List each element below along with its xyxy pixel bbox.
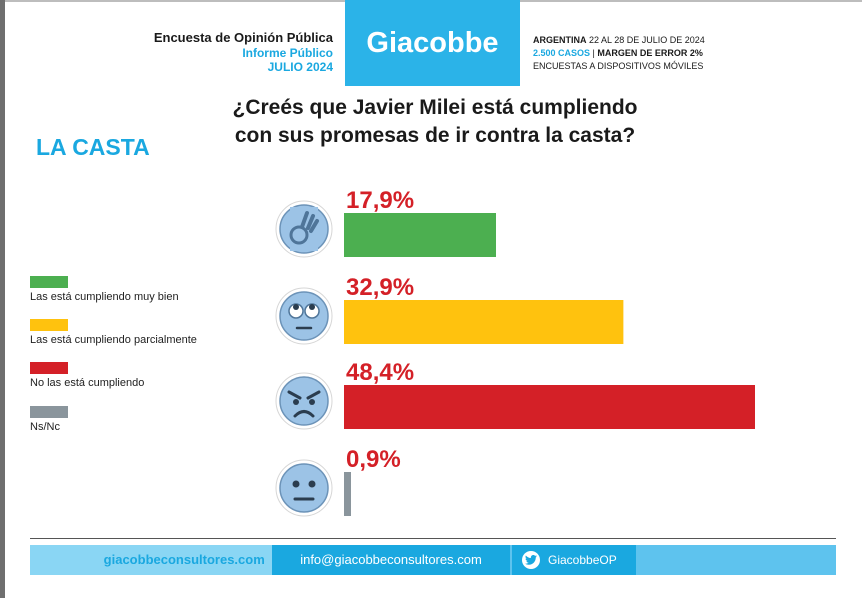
field-info: ARGENTINA 22 AL 28 DE JULIO DE 2024: [533, 34, 833, 47]
neutral-face-icon: [275, 459, 333, 517]
question-line-1: ¿Creés que Javier Milei está cumpliendo: [232, 96, 638, 119]
question-line-2: con sus promesas de ir contra la casta?: [234, 124, 636, 147]
brand-logo: Giacobbe: [345, 0, 520, 86]
legend-swatch: [30, 276, 68, 288]
field-dates: 22 AL 28 DE JULIO DE 2024: [589, 35, 705, 45]
report-date: JULIO 2024: [267, 60, 333, 74]
report-type: Informe Público: [242, 46, 333, 60]
bar-value-label: 0,9%: [346, 446, 401, 473]
twitter-handle: GiacobbeOP: [548, 553, 617, 567]
header-left: Encuesta de Opinión Pública Informe Públ…: [100, 30, 333, 74]
bar: [344, 385, 755, 429]
legend-label: Las está cumpliendo muy bien: [30, 291, 179, 303]
bar-value-label: 17,9%: [346, 187, 414, 214]
eye-roll-face-icon: [275, 287, 333, 345]
country-label: ARGENTINA: [533, 35, 587, 45]
legend-swatch: [30, 362, 68, 374]
brand-name: Giacobbe: [366, 26, 499, 59]
legend-label: Ns/Nc: [30, 421, 60, 433]
legend-label: Las está cumpliendo parcialmente: [30, 334, 197, 346]
header-right: ARGENTINA 22 AL 28 DE JULIO DE 2024 2.50…: [533, 34, 833, 73]
sample-info: 2.500 CASOS | MARGEN DE ERROR 2%: [533, 47, 833, 60]
legend-swatch: [30, 319, 68, 331]
bar: [344, 300, 624, 344]
ok-hand-icon: [275, 200, 333, 258]
footer: giacobbeconsultores.com info@giacobbecon…: [30, 545, 836, 575]
legend-label: No las está cumpliendo: [30, 377, 145, 389]
sample-separator: |: [592, 48, 595, 58]
bar: [344, 472, 351, 516]
section-title: LA CASTA: [36, 134, 150, 160]
error-margin: MARGEN DE ERROR 2%: [597, 48, 703, 58]
survey-title: Encuesta de Opinión Pública: [153, 30, 333, 45]
bar-value-label: 32,9%: [346, 274, 414, 301]
footer-website[interactable]: giacobbeconsultores.com: [30, 545, 272, 575]
bar: [344, 213, 497, 257]
footer-email[interactable]: info@giacobbeconsultores.com: [272, 545, 510, 575]
sample-cases: 2.500 CASOS: [533, 48, 591, 58]
twitter-icon: [522, 551, 540, 569]
legend-swatch: [30, 406, 68, 418]
method-info: ENCUESTAS A DISPOSITIVOS MÓVILES: [533, 61, 704, 71]
footer-website-text: giacobbeconsultores.com: [103, 552, 265, 567]
bar-value-label: 48,4%: [346, 359, 414, 386]
legend-item-ns-nc: Ns/Nc: [30, 406, 260, 436]
footer-divider: [30, 538, 836, 539]
footer-twitter[interactable]: GiacobbeOP: [512, 545, 636, 575]
legend-item-muy-bien: Las está cumpliendo muy bien: [30, 276, 260, 306]
question-text: ¿Creés que Javier Milei está cumpliendo …: [200, 94, 670, 150]
legend-item-no-cumpliendo: No las está cumpliendo: [30, 362, 260, 392]
legend-item-parcialmente: Las está cumpliendo parcialmente: [30, 319, 260, 349]
angry-face-icon: [275, 372, 333, 430]
page-left-border: [0, 0, 5, 598]
